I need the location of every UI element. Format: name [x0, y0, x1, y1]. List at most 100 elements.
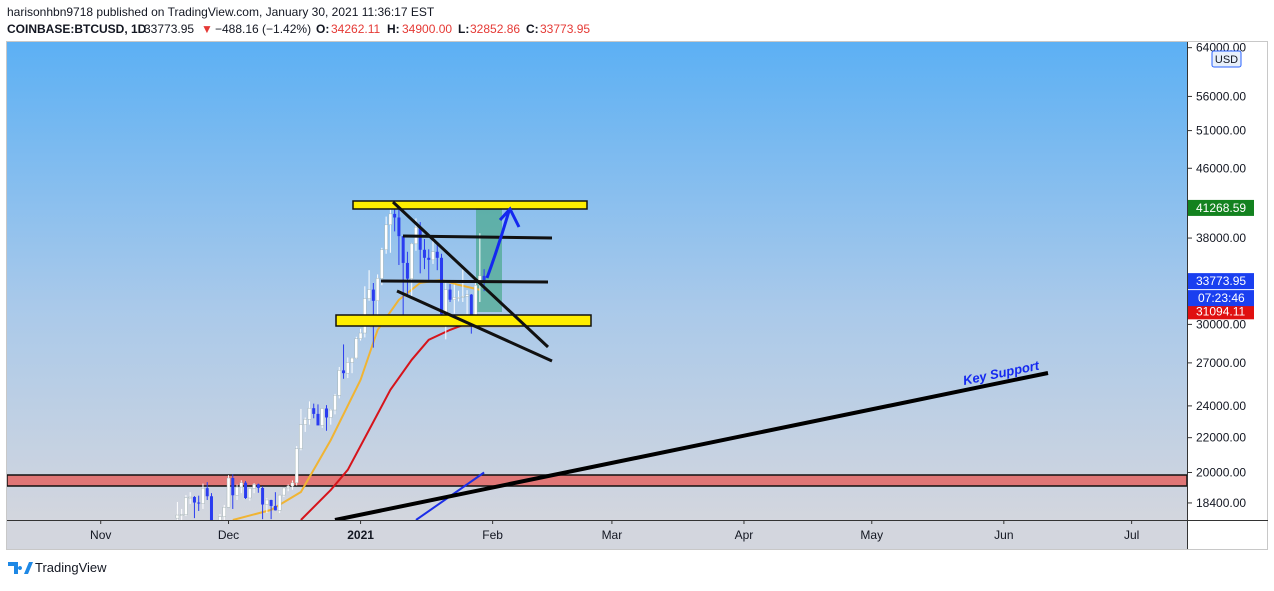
logo: [8, 562, 33, 574]
level-line: [402, 234, 553, 240]
last-price: 33773.95: [144, 22, 194, 36]
wedge-lower: [396, 289, 553, 363]
candle-body: [388, 213, 393, 226]
candle-body: [346, 362, 350, 374]
plot: [175, 202, 486, 520]
x-tick-label: Mar: [602, 528, 623, 542]
candle-body: [448, 289, 452, 300]
candle-body: [431, 251, 435, 261]
top-zone: [352, 200, 588, 210]
candle-body: [316, 413, 320, 426]
close-value: 33773.95: [540, 22, 590, 36]
open-value: 34262.11: [331, 22, 380, 36]
price-tag-label: 31094.11: [1196, 304, 1245, 318]
x-tick-label: Apr: [735, 528, 754, 542]
candle-body: [218, 516, 222, 520]
candle-body: [409, 243, 414, 279]
projection-arrow: [485, 210, 511, 279]
candle-body: [299, 424, 303, 449]
candle-body: [261, 487, 265, 505]
y-tick-label: 51000.00: [1196, 124, 1246, 138]
y-tick-label: 27000.00: [1196, 356, 1246, 370]
plot-background: [7, 42, 1187, 520]
candle-body: [427, 257, 431, 260]
candle-body: [452, 297, 456, 300]
candle-body: [333, 395, 337, 411]
arrow-head: [498, 206, 521, 228]
low-value: 32852.86: [470, 22, 520, 36]
currency: USD: [1215, 54, 1238, 66]
y-tick-label: 38000.00: [1196, 231, 1246, 245]
candle-body: [307, 407, 312, 420]
x-tick-label: Nov: [90, 528, 111, 542]
candle-body: [244, 482, 248, 499]
y-tick-label: 20000.00: [1196, 465, 1246, 479]
resistance-zone: [7, 474, 1187, 487]
candle-body: [175, 514, 180, 519]
candle-body: [371, 289, 375, 301]
candle-body: [342, 370, 346, 374]
x-tick-label: May: [860, 528, 883, 542]
y-tick-label: 24000.00: [1196, 399, 1246, 413]
candle-body: [380, 249, 384, 279]
candle-body: [473, 284, 478, 320]
candle-body: [239, 482, 243, 488]
symbol-header: COINBASE:BTCUSD, 1D 33773.95 ▼ −488.16 (…: [7, 22, 590, 36]
candle-body: [286, 485, 290, 489]
candle-body: [179, 514, 184, 516]
x-tick-label: Feb: [482, 528, 503, 542]
candle-body: [226, 477, 231, 508]
candle-body: [456, 297, 461, 299]
candle-body: [235, 486, 239, 496]
low-label: L:: [458, 22, 469, 36]
countdown-tag: [1188, 290, 1254, 307]
wedge-upper: [391, 200, 550, 349]
high-label: H:: [387, 22, 400, 36]
price-tag: [1188, 303, 1254, 320]
axes: 18400.00 20000.00 22000.00 24000.00 27000.00…: [90, 41, 1254, 542]
candle-body: [350, 357, 354, 363]
candle-body: [393, 213, 397, 218]
candle-body: [384, 224, 388, 250]
publisher: harisonhbn9718 published on TradingView.…: [7, 5, 435, 19]
candle-body: [273, 505, 277, 511]
candle-body: [294, 448, 299, 484]
candle-body: [418, 227, 422, 250]
y-tick-label: 56000.00: [1196, 89, 1246, 103]
close-label: C:: [526, 22, 539, 36]
candle-body: [461, 296, 465, 298]
candle-body: [465, 294, 469, 297]
y-tick-label: 30000.00: [1196, 317, 1246, 331]
candle-body: [188, 496, 192, 499]
x-tick-label: Jun: [994, 528, 1013, 542]
level-line: [380, 279, 549, 284]
key-support-line: [334, 371, 1049, 520]
countdown: 07:23:46: [1198, 291, 1245, 305]
candle-body: [444, 289, 448, 315]
x-tick-label: 2021: [347, 528, 374, 542]
currency-badge: [1211, 50, 1242, 68]
candle-body: [320, 408, 324, 426]
candle-body: [440, 257, 444, 315]
price-tag-label: 33773.95: [1196, 274, 1246, 288]
candle-body: [209, 496, 213, 520]
candle-body: [405, 262, 409, 279]
candle-body: [358, 332, 363, 339]
footer: TradingView: [8, 560, 107, 575]
candle-body: [329, 409, 333, 418]
candle-body: [248, 488, 252, 499]
candle-body: [222, 507, 226, 517]
candle-body: [303, 419, 307, 425]
candle-body: [367, 289, 371, 299]
brand: TradingView: [35, 560, 107, 575]
candle-body: [401, 236, 405, 263]
time-axis-background: [7, 520, 1187, 549]
candle-body: [277, 494, 282, 511]
candle-body: [252, 484, 256, 489]
change: −488.16 (−1.42%): [215, 22, 311, 36]
candle-body: [312, 408, 316, 414]
symbol: COINBASE:BTCUSD, 1D: [7, 22, 147, 36]
candle-body: [354, 338, 359, 359]
